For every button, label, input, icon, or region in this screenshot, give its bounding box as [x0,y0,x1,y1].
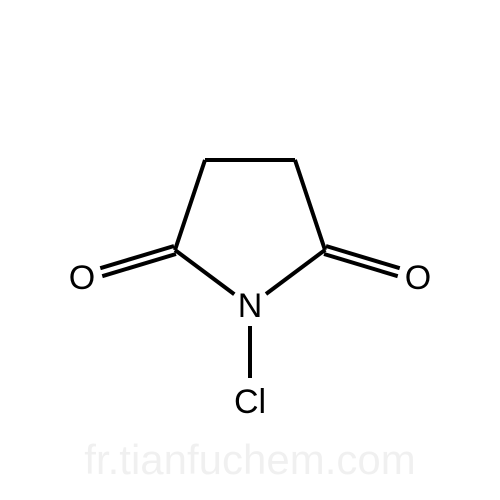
bond-N-C2 [265,248,326,295]
bond-C5-N [174,248,235,295]
atom-O5: O [69,261,95,295]
bond-C3-C4 [205,158,295,162]
bond-C4-C5 [173,159,207,250]
bond-C2-C3 [293,159,327,250]
bond-N-Cl [248,326,252,378]
watermark-text: fr.tianfuchem.com [84,436,415,484]
atom-Cl: Cl [234,385,266,419]
atom-O2: O [405,261,431,295]
atom-N: N [238,289,263,323]
